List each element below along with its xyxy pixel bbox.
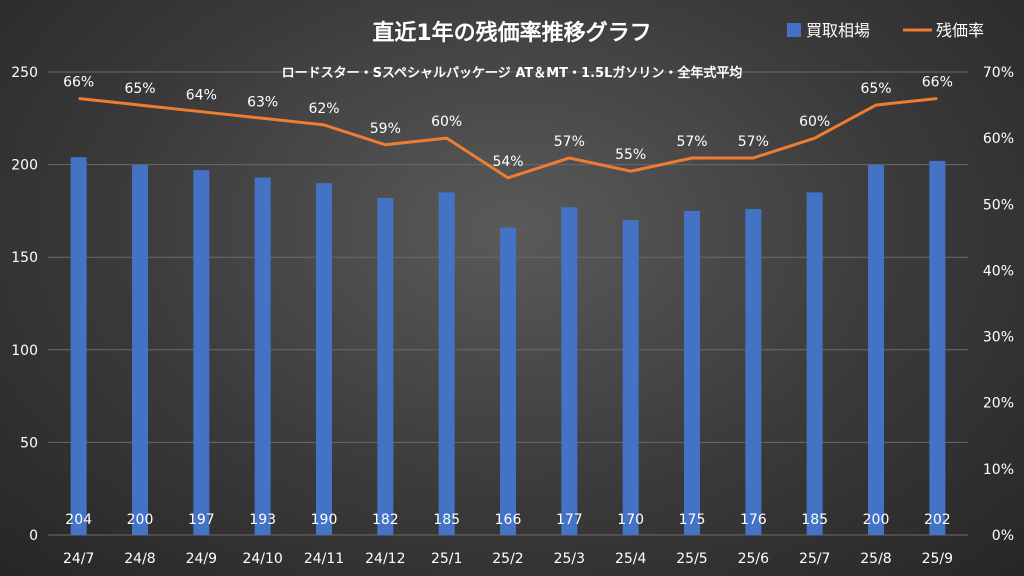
x-axis-tick-label: 24/10 [242,551,282,567]
bar-series [70,157,946,536]
bar [622,220,639,535]
bar-value-label: 185 [801,512,828,528]
bar [70,157,87,535]
legend-swatch-bar [787,23,801,37]
chart-title: 直近1年の残価率推移グラフ [372,20,651,46]
bar-value-label: 182 [372,512,399,528]
line-value-label: 63% [247,94,278,110]
left-axis-tick-label: 200 [11,158,38,174]
line-value-label: 57% [738,134,769,150]
left-axis-tick-label: 0 [29,528,38,544]
right-axis-tick-label: 10% [983,462,1014,478]
x-axis-tick-label: 25/2 [492,551,523,567]
bar-value-label: 185 [433,512,460,528]
bar [254,177,271,535]
bar-value-label: 175 [679,512,706,528]
x-axis-tick-label: 25/5 [676,551,707,567]
bar [868,164,884,535]
bar [500,227,516,535]
right-axis-tick-label: 20% [983,396,1014,412]
bar [377,197,394,535]
bar [316,183,332,535]
bar [193,170,210,535]
bar-value-label: 197 [188,512,215,528]
right-axis-tick-label: 40% [983,263,1014,279]
bar [929,160,946,535]
line-series [78,96,938,180]
left-axis-tick-label: 100 [11,343,38,359]
line-value-label: 66% [63,74,94,90]
bar-value-label: 170 [617,512,644,528]
axes: 0 50 100 150 200 250 0% 10% 20% 30% 40% 50% 60% 70% 24… [11,65,1014,567]
chart-subtitle: ロードスター・Sスペシャルパッケージ AT＆MT・1.5Lガソリン・全年式平均 [282,65,743,81]
x-axis-tick-label: 25/8 [860,551,891,567]
bar-value-label: 202 [924,512,951,528]
left-axis-tick-label: 250 [11,65,38,81]
right-axis-tick-label: 60% [983,131,1014,147]
x-axis-tick-label: 25/9 [922,551,953,567]
bar-value-label: 177 [556,512,583,528]
bar-value-label: 193 [249,512,276,528]
line-value-label: 65% [860,81,891,97]
line-value-label: 54% [492,154,523,170]
x-axis-tick-label: 24/9 [186,551,217,567]
bar-value-label: 200 [127,512,154,528]
line-value-label: 66% [922,74,953,90]
line-value-label: 57% [676,134,707,150]
x-axis-tick-label: 25/4 [615,551,647,567]
x-axis-tick-label: 24/8 [124,551,155,567]
legend-label-bar: 買取相場 [806,21,870,40]
left-axis-tick-label: 150 [11,250,38,266]
x-axis-tick-label: 24/12 [365,551,405,567]
x-axis-tick-label: 24/11 [304,551,344,567]
bar [132,164,148,535]
x-axis-tick-label: 25/3 [554,551,585,567]
bar-value-label: 176 [740,512,767,528]
x-axis-tick-label: 25/6 [738,551,770,567]
bar-value-label: 190 [311,512,338,528]
bar [745,209,762,535]
bar-value-label: 200 [863,512,890,528]
bar [684,210,700,535]
line-value-label: 57% [554,134,585,150]
line-value-label: 62% [308,101,339,117]
right-axis-tick-label: 50% [983,197,1014,213]
x-axis-tick-label: 24/7 [63,551,94,567]
bar-value-label: 204 [65,512,92,528]
right-axis-tick-label: 0% [992,528,1014,544]
right-axis-tick-label: 30% [983,330,1014,346]
right-axis-tick-label: 70% [983,65,1014,81]
line-value-label: 60% [431,114,462,130]
bar [438,192,455,535]
legend: 買取相場 残価率 [787,21,984,40]
data-labels: 204 200 197 193 190 182 185 166 177 170 175 176 185 2… [63,74,953,528]
x-axis-tick-label: 25/7 [799,551,830,567]
line-value-label: 59% [370,121,401,137]
line-value-label: 60% [799,114,830,130]
bar [561,207,578,536]
left-axis-tick-label: 50 [20,435,38,451]
line-value-label: 65% [124,81,155,97]
line-value-label: 55% [615,147,646,163]
legend-label-line: 残価率 [936,21,984,40]
line-value-label: 64% [186,88,217,104]
x-axis-tick-label: 25/1 [431,551,462,567]
bar-value-label: 166 [495,512,522,528]
bar [806,192,823,535]
